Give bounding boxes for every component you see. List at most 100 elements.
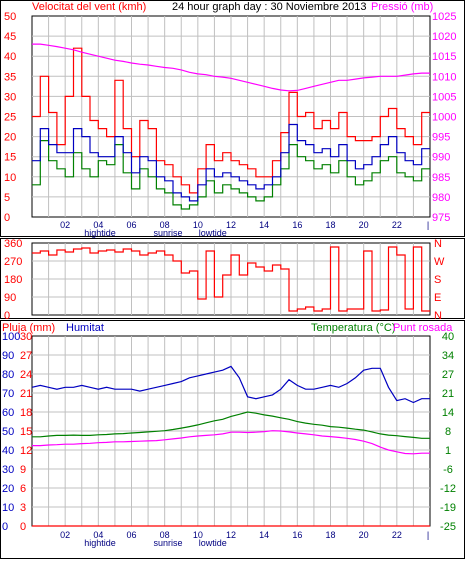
pressure-y-tick: 980 [432, 192, 450, 204]
x-tick-label: 20 [359, 530, 369, 540]
humidity-y-tick: 60 [2, 407, 14, 419]
humidity-y-tick: 80 [2, 369, 14, 381]
wind-tick-labels: 0510152025303540455097598098599099510001… [4, 11, 456, 238]
wind-y-tick: 45 [4, 31, 16, 43]
pressure-y-tick: 1020 [432, 31, 456, 43]
x-tick-label: 20 [359, 220, 369, 230]
rain-y-tick: 6 [20, 483, 26, 495]
temperature-y-tick: -25 [440, 521, 456, 533]
wind-y-tick: 30 [4, 91, 16, 103]
rain-y-tick: 21 [20, 388, 32, 400]
x-sub-label: hightide [84, 228, 116, 238]
temperature-y-tick: 27 [442, 369, 454, 381]
wind-y-tick: 50 [4, 11, 16, 23]
x-tick-label: 12 [226, 530, 236, 540]
x-sub-label: hightide [84, 538, 116, 548]
x-sub-label: lowtide [199, 228, 227, 238]
x-tick-label: 02 [60, 530, 70, 540]
x-tick-label: 08 [160, 220, 170, 230]
x-tick-label: 12 [226, 220, 236, 230]
x-sub-label: sunrise [153, 538, 182, 548]
x-tick-label: 22 [392, 220, 402, 230]
pressure-y-tick: 995 [432, 132, 450, 144]
wind-y-tick: 15 [4, 152, 16, 164]
temp-grid [32, 336, 430, 526]
series-humitat [31, 365, 430, 404]
temperature-y-tick: 8 [445, 426, 451, 438]
x-tick-label: 10 [193, 530, 203, 540]
x-tick-label: 18 [325, 530, 335, 540]
x-tick-label: 08 [160, 530, 170, 540]
temperature-y-tick: 14 [442, 407, 454, 419]
x-tick-label: 04 [93, 220, 103, 230]
x-tick-label: 10 [193, 220, 203, 230]
wind-y-tick: 25 [4, 112, 16, 124]
series-pressure [32, 43, 430, 92]
rain-y-tick: 15 [20, 426, 32, 438]
wind-y-tick: 35 [4, 71, 16, 83]
pressure-axis-label: Pressió (mb) [371, 1, 433, 13]
humidity-axis-label: Humitat [66, 322, 104, 334]
humidity-y-tick: 90 [2, 350, 14, 362]
x-tick-label: 02 [60, 220, 70, 230]
direction-y-tick: 90 [4, 292, 16, 304]
rain-y-tick: 12 [20, 445, 32, 457]
wind-y-tick: 10 [4, 172, 16, 184]
series-temperatura [32, 411, 430, 439]
wind-y-tick: 0 [4, 212, 10, 224]
direction-y-tick: 270 [4, 256, 22, 268]
temperature-y-tick: 21 [442, 388, 454, 400]
humidity-y-tick: 50 [2, 426, 14, 438]
x-tick-label-end: | [427, 530, 429, 540]
x-tick-label: 14 [259, 530, 269, 540]
pressure-y-tick: 990 [432, 152, 450, 164]
humidity-y-tick: 40 [2, 445, 14, 457]
compass-label: S [434, 274, 441, 286]
direction-y-tick: 360 [4, 238, 22, 250]
x-tick-label: 06 [126, 220, 136, 230]
temperature-axis-label: Temperatura (°C) [311, 322, 395, 334]
temperature-y-tick: 34 [442, 350, 454, 362]
wind-series [32, 43, 430, 210]
pressure-y-tick: 1005 [432, 91, 456, 103]
temperature-y-tick: 1 [445, 445, 451, 457]
compass-label: E [434, 292, 441, 304]
rain-y-tick: 18 [20, 407, 32, 419]
direction-series [32, 246, 430, 312]
x-tick-label: 18 [325, 220, 335, 230]
pressure-y-tick: 985 [432, 172, 450, 184]
direction-y-tick: 0 [4, 310, 10, 322]
wind-y-tick: 5 [4, 192, 10, 204]
pressure-y-tick: 1010 [432, 71, 456, 83]
rain-y-tick: 24 [20, 369, 32, 381]
humidity-y-tick: 20 [2, 483, 14, 495]
x-tick-label: 04 [93, 530, 103, 540]
x-tick-label: 14 [259, 220, 269, 230]
wind-y-tick: 40 [4, 51, 16, 63]
humidity-y-tick: 70 [2, 388, 14, 400]
temperature-y-tick: -12 [440, 483, 456, 495]
x-sub-label: sunrise [153, 228, 182, 238]
compass-label: N [434, 310, 442, 322]
temperature-y-tick: 40 [442, 331, 454, 343]
temperature-y-tick: -6 [443, 464, 453, 476]
humidity-y-tick: 30 [2, 464, 14, 476]
rain-y-tick: 9 [20, 464, 26, 476]
pressure-y-tick: 1025 [432, 11, 456, 23]
rain-y-tick: 3 [20, 502, 26, 514]
series-max [32, 140, 430, 210]
humidity-y-tick: 100 [2, 331, 20, 343]
series-punt-rosada [32, 430, 430, 455]
wind-axis-label: Velocitat del vent (kmh) [32, 1, 146, 13]
wind-y-tick: 20 [4, 132, 16, 144]
x-tick-label: 16 [292, 220, 302, 230]
compass-label: W [434, 256, 445, 268]
series-gust [32, 47, 430, 194]
pressure-y-tick: 1015 [432, 51, 456, 63]
x-tick-label: 06 [126, 530, 136, 540]
humidity-y-tick: 10 [2, 502, 14, 514]
pressure-y-tick: 1000 [432, 112, 456, 124]
rain-y-tick: 27 [20, 350, 32, 362]
x-tick-label-end: | [427, 220, 429, 230]
